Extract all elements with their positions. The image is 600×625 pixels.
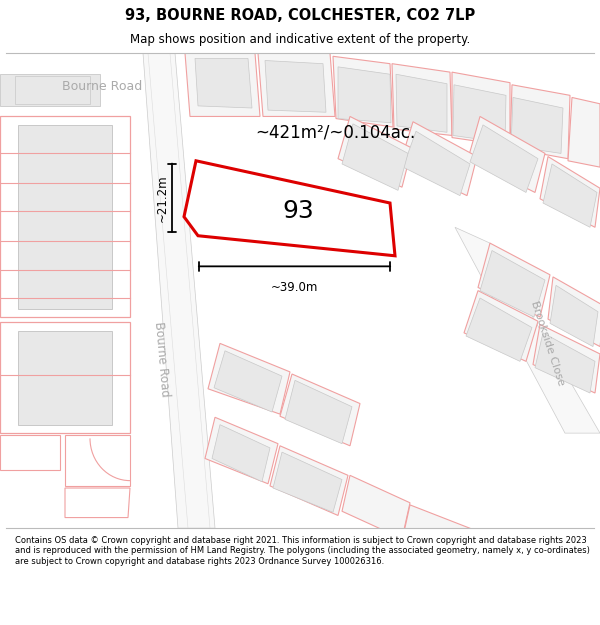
Text: Brookside Close: Brookside Close — [530, 300, 566, 387]
Polygon shape — [452, 72, 510, 146]
Polygon shape — [265, 61, 326, 112]
Polygon shape — [453, 85, 506, 143]
Text: 93: 93 — [282, 199, 314, 224]
Polygon shape — [400, 122, 477, 196]
Polygon shape — [478, 243, 550, 317]
Polygon shape — [470, 125, 538, 192]
Polygon shape — [338, 116, 412, 187]
Text: ~421m²/~0.104ac.: ~421m²/~0.104ac. — [255, 123, 415, 141]
Polygon shape — [0, 74, 100, 106]
Polygon shape — [480, 251, 545, 317]
Polygon shape — [65, 488, 130, 518]
Polygon shape — [533, 324, 600, 393]
Polygon shape — [550, 286, 598, 347]
Text: ~39.0m: ~39.0m — [271, 281, 318, 294]
Polygon shape — [185, 53, 260, 116]
Polygon shape — [396, 74, 447, 132]
Polygon shape — [342, 124, 408, 191]
Polygon shape — [273, 452, 342, 512]
Polygon shape — [195, 58, 252, 108]
Polygon shape — [143, 53, 215, 528]
Polygon shape — [342, 476, 410, 539]
Polygon shape — [466, 298, 532, 361]
Polygon shape — [18, 125, 112, 309]
Text: Bourne Road: Bourne Road — [152, 321, 172, 398]
Polygon shape — [464, 291, 538, 361]
Text: Map shows position and indicative extent of the property.: Map shows position and indicative extent… — [130, 33, 470, 46]
Polygon shape — [285, 381, 352, 444]
Polygon shape — [0, 322, 130, 433]
Text: ~21.2m: ~21.2m — [156, 174, 169, 221]
Polygon shape — [333, 56, 393, 127]
Polygon shape — [392, 64, 452, 136]
Polygon shape — [535, 333, 595, 393]
Polygon shape — [468, 116, 545, 192]
Polygon shape — [338, 67, 391, 122]
Polygon shape — [548, 277, 600, 347]
Polygon shape — [403, 505, 475, 560]
Polygon shape — [0, 435, 60, 470]
Polygon shape — [65, 435, 130, 486]
Polygon shape — [540, 157, 600, 228]
Polygon shape — [280, 374, 360, 446]
Polygon shape — [455, 228, 600, 433]
Polygon shape — [510, 85, 570, 159]
Polygon shape — [543, 164, 597, 228]
Polygon shape — [205, 418, 278, 484]
Polygon shape — [208, 343, 290, 414]
Polygon shape — [258, 53, 335, 116]
Polygon shape — [511, 98, 563, 153]
Polygon shape — [214, 351, 282, 412]
Polygon shape — [270, 446, 348, 516]
Polygon shape — [18, 331, 112, 424]
Text: 93, BOURNE ROAD, COLCHESTER, CO2 7LP: 93, BOURNE ROAD, COLCHESTER, CO2 7LP — [125, 8, 475, 23]
Polygon shape — [403, 131, 470, 196]
Text: Bourne Road: Bourne Road — [62, 81, 142, 93]
Polygon shape — [15, 76, 90, 104]
Polygon shape — [0, 116, 130, 317]
Polygon shape — [212, 424, 270, 482]
Polygon shape — [206, 191, 260, 234]
Text: Contains OS data © Crown copyright and database right 2021. This information is : Contains OS data © Crown copyright and d… — [15, 536, 590, 566]
Polygon shape — [184, 161, 395, 256]
Polygon shape — [568, 98, 600, 167]
